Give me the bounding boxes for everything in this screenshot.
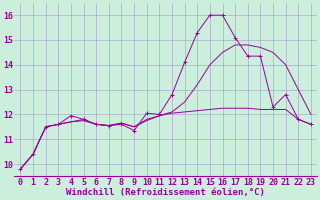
X-axis label: Windchill (Refroidissement éolien,°C): Windchill (Refroidissement éolien,°C) [66, 188, 265, 197]
